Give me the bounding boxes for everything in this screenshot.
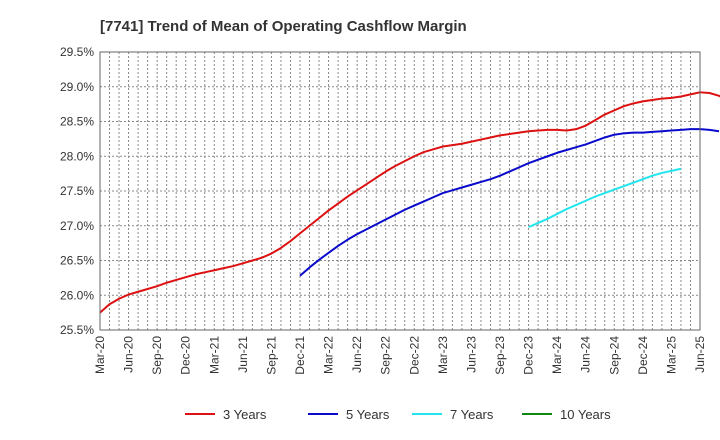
legend-label: 10 Years xyxy=(560,407,611,422)
x-tick-label: Jun-20 xyxy=(122,336,136,373)
plot-border xyxy=(99,51,701,331)
legend-label: 7 Years xyxy=(450,407,494,422)
x-tick-label: Mar-22 xyxy=(322,336,336,374)
legend-label: 5 Years xyxy=(346,407,390,422)
y-tick-label: 26.0% xyxy=(60,288,94,302)
x-tick-label: Mar-24 xyxy=(550,336,564,374)
x-tick-label: Dec-20 xyxy=(179,336,193,375)
x-tick-label: Mar-25 xyxy=(664,336,678,374)
series-line-5-years xyxy=(299,128,720,277)
x-tick-label: Mar-20 xyxy=(93,336,107,374)
series-line-7-years xyxy=(528,167,682,229)
y-tick-label: 28.5% xyxy=(60,115,94,129)
y-tick-label: 26.5% xyxy=(60,254,94,268)
y-tick-label: 29.5% xyxy=(60,45,94,59)
legend-label: 3 Years xyxy=(223,407,267,422)
x-tick-label: Jun-23 xyxy=(464,336,478,373)
x-tick-label: Sep-23 xyxy=(493,336,507,375)
x-tick-label: Jun-24 xyxy=(579,336,593,373)
legend: 3 Years 5 Years 7 Years 10 Years xyxy=(185,407,611,422)
x-tick-label: Sep-21 xyxy=(264,336,278,375)
x-tick-label: Dec-21 xyxy=(293,336,307,375)
x-tick-label: Jun-21 xyxy=(236,336,250,373)
series-line-3-years xyxy=(99,91,720,314)
x-tick-label: Sep-20 xyxy=(150,336,164,375)
x-tick-label: Sep-24 xyxy=(607,336,621,375)
x-tick-label: Dec-22 xyxy=(407,336,421,375)
x-axis-ticks: Mar-20 Jun-20 Sep-20 Dec-20 Mar-21 Jun-21 Sep-… xyxy=(93,336,707,375)
x-tick-label: Mar-21 xyxy=(207,336,221,374)
x-tick-label: Sep-22 xyxy=(379,336,393,375)
y-tick-label: 29.0% xyxy=(60,80,94,94)
y-tick-label: 25.5% xyxy=(60,323,94,337)
y-tick-label: 27.5% xyxy=(60,184,94,198)
chart-title: [7741] Trend of Mean of Operating Cashfl… xyxy=(100,18,467,35)
y-axis-ticks: 29.5% 29.0% 28.5% 28.0% 27.5% 27.0% 26.5% 26.0%… xyxy=(60,45,94,337)
x-tick-label: Dec-23 xyxy=(522,336,536,375)
y-tick-label: 27.0% xyxy=(60,219,94,233)
y-tick-label: 28.0% xyxy=(60,149,94,163)
x-tick-label: Mar-23 xyxy=(436,336,450,374)
x-tick-label: Dec-24 xyxy=(636,336,650,375)
series-lines xyxy=(99,91,720,314)
x-tick-label: Jun-22 xyxy=(350,336,364,373)
x-tick-label: Jun-25 xyxy=(693,336,707,373)
